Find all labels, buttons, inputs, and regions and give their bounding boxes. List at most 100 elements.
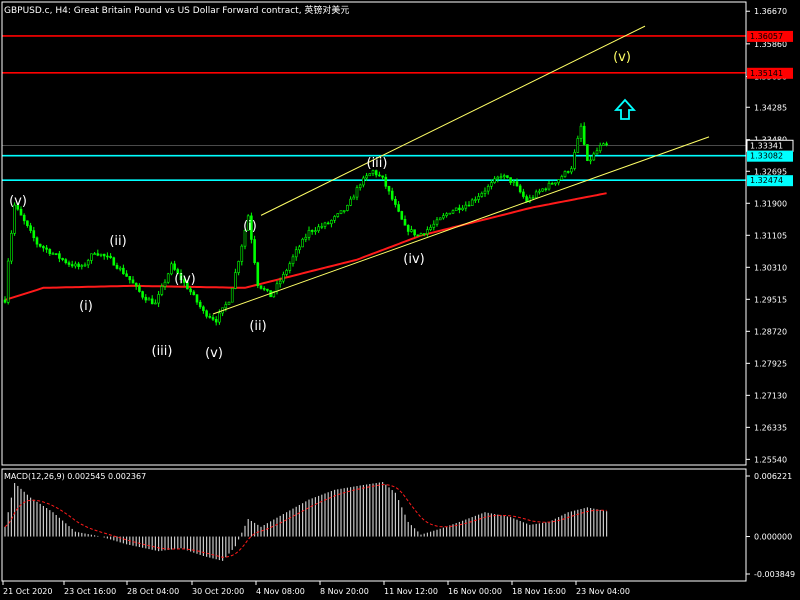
candle-body (544, 188, 548, 191)
candle-body (474, 199, 477, 201)
price-tick-label: 1.31900 (754, 199, 787, 208)
candle-body (13, 204, 16, 234)
price-marker-label: 1.33341 (750, 141, 783, 150)
candle-body (163, 281, 167, 287)
price-marker-label: 1.32474 (750, 176, 783, 185)
candle-body (61, 258, 64, 260)
candle-body (486, 186, 490, 192)
candle-body (253, 239, 256, 263)
candle-body (458, 207, 461, 211)
candle-body (237, 261, 240, 273)
candle-body (35, 237, 39, 245)
candle-body (422, 233, 426, 235)
price-marker-label: 1.33082 (750, 152, 783, 161)
candle-body (208, 316, 212, 318)
candle-body (157, 294, 160, 304)
main-pane-frame (1, 1, 747, 466)
time-tick-label: 30 Oct 20:00 (192, 587, 244, 596)
price-marker-box (747, 175, 793, 187)
candle-body (493, 178, 496, 183)
candle-body (333, 216, 336, 221)
candle-body (42, 246, 45, 249)
candle-body (170, 263, 173, 275)
candle-body (19, 208, 23, 216)
candle-body (32, 230, 36, 239)
candle-body (128, 276, 132, 281)
candle-body (330, 220, 333, 225)
price-tick-label: 1.30310 (754, 263, 787, 272)
candle-body (189, 288, 192, 293)
candle-body (560, 176, 564, 181)
candle-body (182, 279, 186, 283)
candle-body (150, 298, 154, 305)
up-arrow-icon (613, 98, 637, 120)
candle-body (480, 193, 484, 197)
candle-body (547, 183, 551, 190)
candle-body (74, 263, 77, 267)
candle-body (531, 197, 535, 199)
candle-body (534, 191, 538, 198)
candle-body (467, 204, 471, 207)
candle-body (134, 282, 138, 287)
price-tick-label: 1.27925 (754, 359, 787, 368)
candle-body (90, 253, 93, 261)
candle-body (573, 152, 576, 169)
candle-body (426, 229, 429, 234)
candle-body (429, 227, 432, 230)
candle-body (525, 196, 528, 203)
candle-body (326, 222, 330, 225)
candle-body (518, 185, 522, 193)
candle-body (566, 171, 570, 173)
candle-body (374, 170, 378, 176)
candle-body (336, 213, 340, 217)
candle-body (541, 188, 544, 192)
candle-body (77, 263, 80, 267)
candle-body (570, 168, 573, 173)
candle-body (294, 249, 298, 258)
time-tick-label: 21 Oct 2020 (3, 587, 52, 596)
candle-body (131, 279, 135, 284)
time-tick-label: 4 Nov 08:00 (256, 587, 305, 596)
price-tick-label: 1.26335 (754, 423, 787, 432)
candle-body (285, 270, 288, 275)
candle-body (93, 253, 96, 255)
price-tick-label: 1.35860 (754, 40, 787, 49)
wave-label: (v) (205, 346, 223, 361)
candle-body (378, 174, 381, 177)
candle-body (16, 204, 20, 210)
candle-body (563, 171, 567, 177)
candle-body (371, 170, 375, 174)
candle-body (442, 215, 445, 219)
candle-body (298, 246, 301, 251)
time-tick-label: 23 Nov 04:00 (576, 587, 630, 596)
candle-body (112, 257, 116, 266)
candle-body (288, 263, 292, 271)
price-tick-label: 1.29515 (754, 295, 787, 304)
channel-upper-line (260, 25, 646, 216)
time-tick-label: 18 Nov 16:00 (512, 587, 566, 596)
wave-label: (iv) (403, 252, 424, 267)
moving-average-line (4, 192, 607, 301)
wave-label: (v) (613, 50, 631, 65)
candle-body (166, 273, 170, 283)
macd-signal-line (4, 483, 607, 558)
candle-body (122, 267, 125, 275)
candle-body (387, 185, 391, 192)
candle-body (214, 319, 218, 323)
candle-body (416, 234, 420, 237)
macd-pane-frame (1, 468, 747, 582)
candle-body (496, 176, 500, 180)
candle-body (362, 177, 365, 186)
channel-lower-line (212, 136, 710, 315)
candle-body (96, 253, 100, 256)
candle-body (509, 177, 512, 183)
candle-body (256, 262, 260, 286)
candle-body (259, 285, 263, 289)
macd-tick-label: -0.003849 (754, 570, 795, 579)
candle-body (349, 198, 352, 206)
candle-body (502, 175, 506, 178)
candle-body (384, 176, 388, 187)
candle-body (352, 196, 356, 200)
candle-body (432, 223, 436, 228)
